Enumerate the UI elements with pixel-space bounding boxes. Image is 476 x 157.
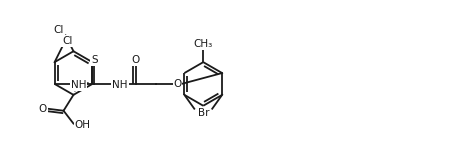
Text: S: S xyxy=(91,55,98,65)
Text: NH: NH xyxy=(112,80,128,90)
Text: CH₃: CH₃ xyxy=(193,39,212,49)
Text: O: O xyxy=(131,55,139,65)
Text: Cl: Cl xyxy=(53,25,64,35)
Text: Cl: Cl xyxy=(62,36,72,46)
Text: Br: Br xyxy=(197,108,208,118)
Text: OH: OH xyxy=(74,120,90,130)
Text: Br: Br xyxy=(197,108,208,118)
Text: NH: NH xyxy=(70,80,86,90)
Text: O: O xyxy=(39,104,47,114)
Text: O: O xyxy=(173,79,181,89)
